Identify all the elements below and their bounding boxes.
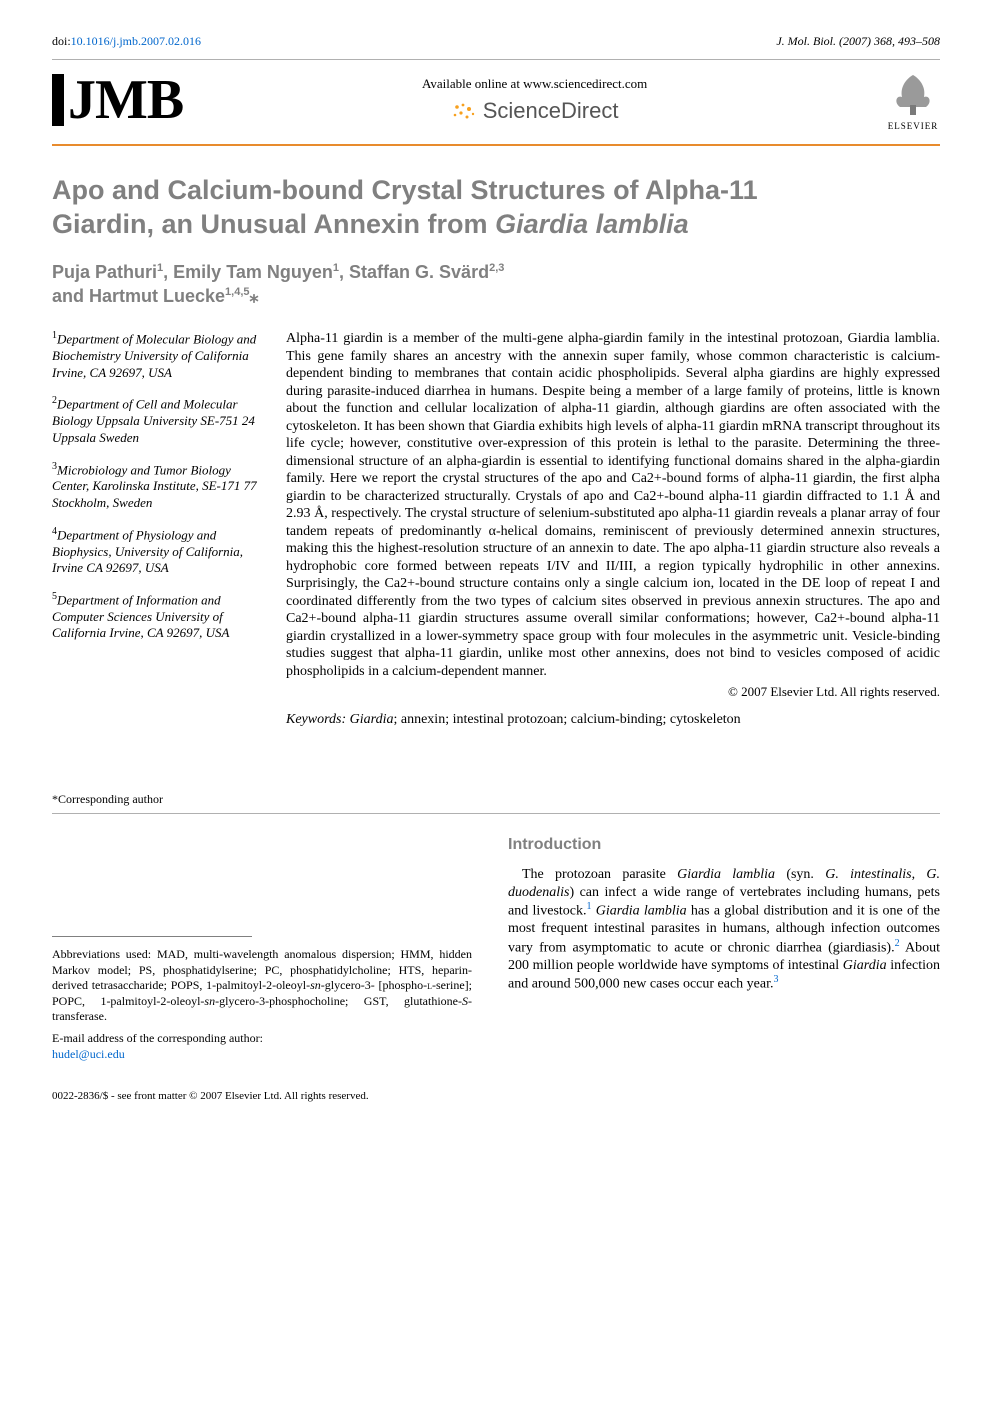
keywords-label: Keywords: xyxy=(286,712,346,727)
affiliation-3: 3Microbiology and Tumor Biology Center, … xyxy=(52,461,264,512)
article-title: Apo and Calcium-bound Crystal Structures… xyxy=(52,174,940,242)
doi-container: doi:10.1016/j.jmb.2007.02.016 xyxy=(52,34,201,49)
affil-abstract-row: 1Department of Molecular Biology and Bio… xyxy=(52,330,940,807)
email-label: E-mail address of the corresponding auth… xyxy=(52,1031,263,1045)
corresponding-email-link[interactable]: hudel@uci.edu xyxy=(52,1047,125,1061)
body-right-column: Introduction The protozoan parasite Giar… xyxy=(508,836,940,1062)
author-4-sup: 1,4,5 xyxy=(225,286,249,298)
author-2: Emily Tam Nguyen xyxy=(173,262,333,282)
intro-p1c: (syn. xyxy=(775,867,825,882)
keywords-text: Giardia; annexin; intestinal protozoan; … xyxy=(346,712,741,727)
affiliation-1: 1Department of Molecular Biology and Bio… xyxy=(52,330,264,381)
abbrev-label: Abbreviations used: xyxy=(52,947,157,961)
affiliations-column: 1Department of Molecular Biology and Bio… xyxy=(52,330,264,807)
abstract-text: Alpha-11 giardin is a member of the mult… xyxy=(286,330,940,680)
authors-block: Puja Pathuri1, Emily Tam Nguyen1, Staffa… xyxy=(52,260,940,309)
doi-link[interactable]: 10.1016/j.jmb.2007.02.016 xyxy=(71,34,201,48)
author-1-sup: 1 xyxy=(157,262,163,274)
abstract-column: Alpha-11 giardin is a member of the mult… xyxy=(286,330,940,807)
elsevier-logo: ELSEVIER xyxy=(886,69,940,131)
intro-ref3[interactable]: 3 xyxy=(774,974,779,985)
sciencedirect-dots-icon xyxy=(451,101,479,123)
author-2-sup: 1 xyxy=(333,262,339,274)
elsevier-label: ELSEVIER xyxy=(886,121,940,131)
email-footnote: E-mail address of the corresponding auth… xyxy=(52,1031,472,1062)
top-meta-row: doi:10.1016/j.jmb.2007.02.016 J. Mol. Bi… xyxy=(52,34,940,49)
introduction-text: The protozoan parasite Giardia lamblia (… xyxy=(508,866,940,993)
elsevier-tree-icon xyxy=(886,69,940,119)
available-online-text: Available online at www.sciencedirect.co… xyxy=(422,76,647,92)
title-line2-italic: Giardia lamblia xyxy=(495,209,689,239)
intro-p1b: Giardia lamblia xyxy=(677,867,775,882)
header-bar: JMB Available online at www.sciencedirec… xyxy=(52,60,940,146)
affiliation-4: 4Department of Physiology and Biophysics… xyxy=(52,526,264,577)
author-4: and Hartmut Luecke xyxy=(52,286,225,306)
jmb-logo-text: JMB xyxy=(68,68,183,132)
journal-reference: J. Mol. Biol. (2007) 368, 493–508 xyxy=(776,34,940,49)
bottom-copyright: 0022-2836/$ - see front matter © 2007 El… xyxy=(52,1090,940,1102)
affiliation-2: 2Department of Cell and Molecular Biolog… xyxy=(52,395,264,446)
corresponding-star-icon: ⁎ xyxy=(250,286,259,306)
affil-3-text: Microbiology and Tumor Biology Center, K… xyxy=(52,462,257,510)
abbreviations-footnote: Abbreviations used: MAD, multi-wavelengt… xyxy=(52,947,472,1025)
affil-5-text: Department of Information and Computer S… xyxy=(52,592,229,640)
body-columns: Abbreviations used: MAD, multi-wavelengt… xyxy=(52,836,940,1062)
introduction-heading: Introduction xyxy=(508,836,940,854)
jmb-logo-bar xyxy=(52,74,64,126)
affiliation-5: 5Department of Information and Computer … xyxy=(52,591,264,642)
author-1: Puja Pathuri xyxy=(52,262,157,282)
doi-label: doi: xyxy=(52,34,71,48)
abstract-copyright: © 2007 Elsevier Ltd. All rights reserved… xyxy=(286,684,940,700)
author-3: Staffan G. Svärd xyxy=(349,262,489,282)
jmb-logo: JMB xyxy=(52,68,183,132)
keywords-block: Keywords: Giardia; annexin; intestinal p… xyxy=(286,712,940,728)
intro-p1e: , xyxy=(912,867,927,882)
title-line1: Apo and Calcium-bound Crystal Structures… xyxy=(52,175,758,205)
divider-mid xyxy=(52,813,940,814)
intro-p1k: Giardia xyxy=(843,958,887,973)
body-left-column: Abbreviations used: MAD, multi-wavelengt… xyxy=(52,836,472,1062)
intro-p1d: G. intestinalis xyxy=(825,867,911,882)
intro-p1h: Giardia lamblia xyxy=(596,904,687,919)
intro-p1a: The protozoan parasite xyxy=(522,867,677,882)
sciencedirect-text: ScienceDirect xyxy=(483,98,619,123)
author-3-sup: 2,3 xyxy=(489,262,504,274)
sciencedirect-logo: ScienceDirect xyxy=(451,98,619,123)
affil-2-text: Department of Cell and Molecular Biology… xyxy=(52,397,255,445)
corresponding-author-note: *Corresponding author xyxy=(52,792,264,807)
footnote-separator xyxy=(52,936,252,937)
title-line2a: Giardin, an Unusual Annexin from xyxy=(52,209,495,239)
affil-1-text: Department of Molecular Biology and Bioc… xyxy=(52,331,256,379)
affil-4-text: Department of Physiology and Biophysics,… xyxy=(52,527,243,575)
header-center: Available online at www.sciencedirect.co… xyxy=(422,76,647,124)
intro-ref1[interactable]: 1 xyxy=(587,901,592,912)
